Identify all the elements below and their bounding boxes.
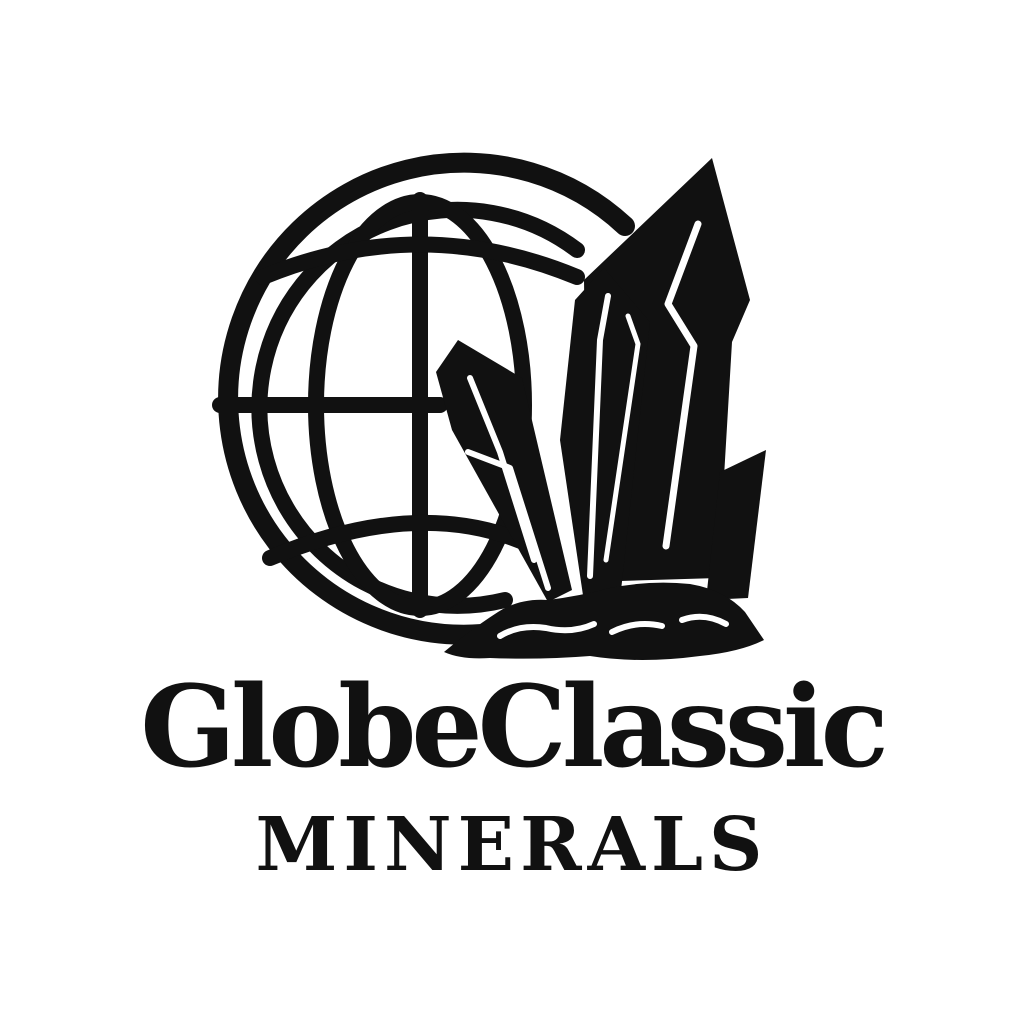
rock-base-icon: [444, 582, 764, 660]
brand-name: GlobeClassic: [140, 662, 889, 793]
crystal-cluster-icon: [436, 158, 766, 602]
brand-subtitle: MINERALS: [255, 802, 769, 888]
globe-icon: [212, 152, 635, 645]
